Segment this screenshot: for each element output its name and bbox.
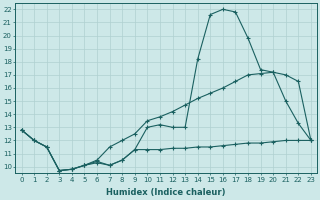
X-axis label: Humidex (Indice chaleur): Humidex (Indice chaleur) xyxy=(107,188,226,197)
